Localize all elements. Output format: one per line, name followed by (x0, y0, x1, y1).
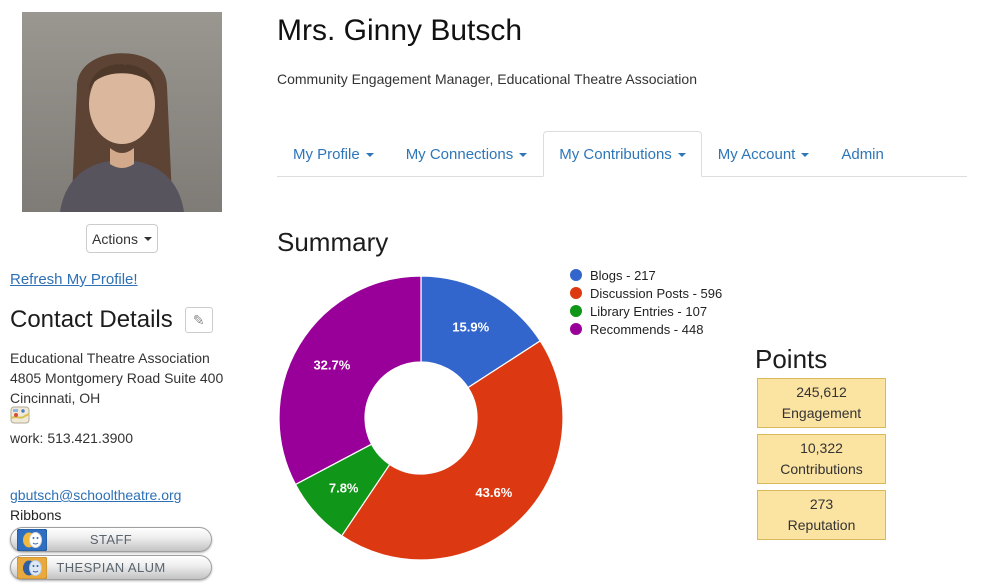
ribbon-thespian-alum: THESPIAN ALUM (10, 555, 212, 580)
points-box-contributions[interactable]: 10,322 Contributions (757, 434, 886, 484)
tab-my-profile-label: My Profile (293, 146, 360, 163)
staff-masks-icon (16, 528, 48, 556)
profile-tab-bar: My Profile My Connections My Contributio… (277, 131, 967, 177)
contact-email-link[interactable]: gbutsch@schooltheatre.org (10, 487, 182, 503)
contact-street: 4805 Montgomery Road Suite 400 (10, 370, 224, 386)
tab-admin[interactable]: Admin (825, 131, 900, 177)
points-contributions-value: 10,322 (800, 440, 843, 456)
map-icon[interactable] (10, 405, 30, 430)
legend-item-recommends: Recommends - 448 (570, 320, 722, 338)
points-reputation-value: 273 (809, 496, 834, 512)
donut-slice-percent-label: 15.9% (452, 320, 489, 335)
points-engagement-label: Engagement (781, 405, 862, 421)
legend-item-library-entries: Library Entries - 107 (570, 302, 722, 320)
tab-my-connections-label: My Connections (405, 146, 514, 163)
ribbon-staff: STAFF (10, 527, 212, 552)
caret-down-icon (801, 152, 810, 157)
profile-subtitle: Community Engagement Manager, Educationa… (277, 71, 697, 87)
contact-address-block: Educational Theatre Association 4805 Mon… (10, 348, 223, 408)
profile-photo-placeholder (22, 12, 222, 212)
legend-item-blogs: Blogs - 217 (570, 266, 722, 284)
tab-my-account-label: My Account (717, 146, 796, 163)
points-heading: Points (755, 344, 828, 374)
edit-contact-button[interactable]: ✎ (184, 307, 213, 333)
contact-details-heading: Contact Details (10, 306, 173, 333)
legend-item-discussion-posts: Discussion Posts - 596 (570, 284, 722, 302)
chart-legend: Blogs - 217 Discussion Posts - 596 Libra… (570, 266, 722, 338)
actions-button-label: Actions (92, 230, 138, 247)
profile-photo (22, 12, 222, 212)
tab-my-contributions-label: My Contributions (559, 146, 672, 163)
ribbon-staff-label: STAFF (89, 532, 133, 547)
contact-phone: work: 513.421.3900 (10, 430, 133, 446)
legend-dot-library-entries (570, 305, 582, 317)
caret-down-icon (519, 152, 528, 157)
donut-slice-discussion-posts[interactable] (340, 340, 564, 561)
caret-down-icon (365, 152, 374, 157)
points-contributions-label: Contributions (780, 461, 863, 477)
legend-label-library-entries: Library Entries - 107 (590, 303, 708, 319)
summary-heading: Summary (277, 227, 389, 257)
pencil-icon: ✎ (192, 311, 205, 328)
legend-dot-recommends (570, 323, 582, 335)
caret-down-icon (677, 152, 686, 157)
points-boxes: 245,612 Engagement 10,322 Contributions … (757, 378, 886, 546)
contact-details-header: Contact Details ✎ (10, 306, 213, 334)
points-box-reputation[interactable]: 273 Reputation (757, 490, 886, 540)
points-box-engagement[interactable]: 245,612 Engagement (757, 378, 886, 428)
tab-admin-label: Admin (841, 146, 884, 163)
donut-slice-recommends[interactable] (278, 275, 422, 486)
refresh-profile-link[interactable]: Refresh My Profile! (10, 271, 138, 288)
actions-button[interactable]: Actions (86, 224, 158, 253)
tab-my-account[interactable]: My Account (702, 131, 826, 177)
donut-slice-percent-label: 32.7% (313, 357, 350, 372)
legend-dot-discussion-posts (570, 287, 582, 299)
tab-my-contributions[interactable]: My Contributions (543, 131, 702, 177)
points-engagement-value: 245,612 (796, 384, 847, 400)
legend-label-blogs: Blogs - 217 (590, 267, 656, 283)
legend-dot-blogs (570, 269, 582, 281)
tab-my-connections[interactable]: My Connections (390, 131, 544, 177)
ribbon-thespian-alum-label: THESPIAN ALUM (56, 560, 166, 575)
page-title: Mrs. Ginny Butsch (277, 14, 523, 47)
donut-slice-percent-label: 7.8% (329, 481, 359, 496)
donut-slice-percent-label: 43.6% (475, 485, 512, 500)
ribbons-label: Ribbons (10, 507, 62, 523)
legend-label-discussion-posts: Discussion Posts - 596 (590, 285, 723, 301)
tab-my-profile[interactable]: My Profile (277, 131, 390, 177)
summary-donut-chart: 15.9% 43.6% 7.8% 32.7% (278, 275, 564, 561)
legend-label-recommends: Recommends - 448 (590, 321, 704, 337)
contact-organization: Educational Theatre Association (10, 350, 210, 366)
contact-city: Cincinnati, OH (10, 390, 101, 406)
caret-down-icon (143, 236, 152, 241)
points-reputation-label: Reputation (787, 517, 856, 533)
